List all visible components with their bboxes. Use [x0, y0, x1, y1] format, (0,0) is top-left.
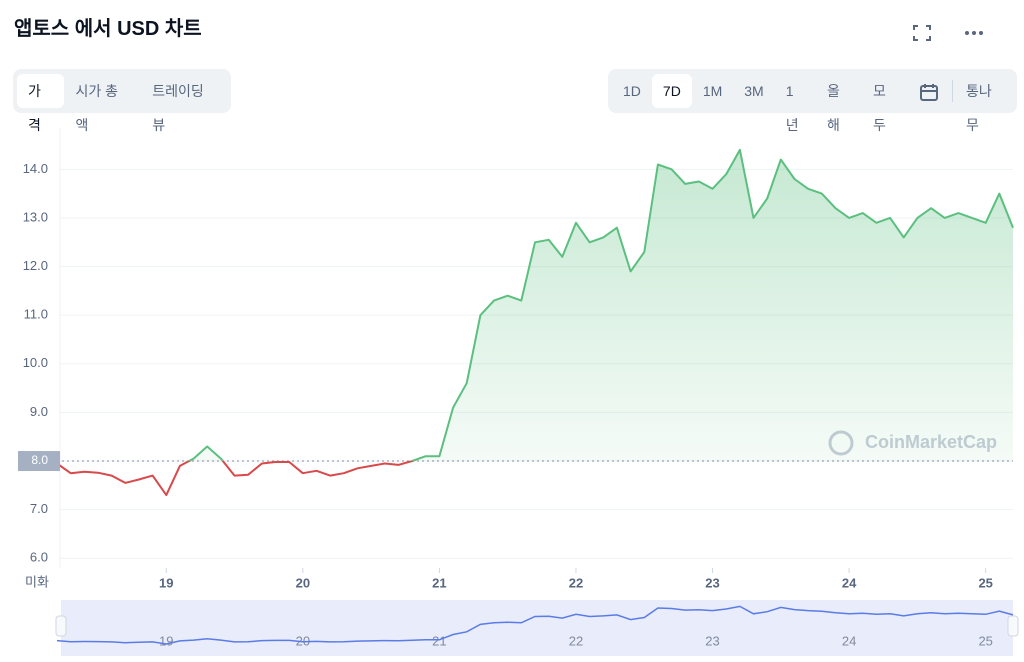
y-tick-label: 10.0 [23, 355, 48, 370]
navigator-tick-label: 19 [159, 633, 173, 648]
range-button[interactable]: 올해 [827, 83, 840, 133]
range-button[interactable]: 1년 [785, 83, 799, 133]
navigator-tick-label: 23 [705, 633, 719, 648]
x-tick-label: 22 [569, 575, 583, 590]
range-group: 1D 7D 1M 3M 1년 올해 모두 통나무 [608, 69, 1017, 133]
calendar-icon [920, 84, 939, 102]
chart-title: 앱토스 에서 USD 차트 [14, 18, 202, 40]
calendar-button[interactable] [908, 74, 950, 108]
tab-group: 가격 시가 총액 트레이딩뷰 [13, 69, 231, 133]
x-tick-label: 24 [842, 575, 857, 590]
x-tick-label: 20 [296, 575, 310, 590]
range-button[interactable]: 1D [623, 83, 641, 99]
more-icon[interactable] [965, 31, 983, 35]
tab-button[interactable]: 트레이딩뷰 [152, 83, 204, 133]
log-button[interactable]: 통나무 [966, 83, 992, 133]
navigator-handle[interactable] [55, 615, 67, 637]
navigator-tick-label: 25 [978, 633, 992, 648]
tab-button[interactable]: 시가 총액 [75, 83, 119, 133]
y-tick-label: 13.0 [23, 209, 48, 224]
navigator-tick-label: 21 [432, 633, 446, 648]
range-button[interactable]: 모두 [873, 83, 886, 133]
navigator-tick-label: 24 [842, 633, 856, 648]
navigator-tick-label: 20 [296, 633, 310, 648]
separator [952, 80, 953, 102]
header-icons [913, 25, 983, 41]
range-button[interactable]: 3M [744, 83, 764, 99]
tab-button[interactable]: 가격 [17, 74, 65, 133]
navigator-bg [61, 600, 1013, 656]
y-tick-label: 9.0 [30, 404, 48, 419]
baseline-label-bg [18, 451, 60, 472]
x-tick-label: 21 [432, 575, 446, 590]
range-button[interactable]: 7D [651, 74, 692, 108]
currency-label: 미화 [25, 574, 49, 589]
range-button[interactable]: 1M [702, 83, 723, 99]
price-line-up [186, 148, 1014, 462]
baseline-label: 8.0 [31, 453, 48, 467]
x-tick-label: 19 [159, 575, 173, 590]
y-tick-label: 6.0 [30, 550, 48, 565]
y-tick-label: 11.0 [24, 307, 48, 322]
y-tick-label: 7.0 [30, 501, 48, 516]
navigator-handle[interactable] [1007, 615, 1019, 637]
x-tick-label: 25 [978, 575, 992, 590]
y-tick-label: 12.0 [23, 258, 48, 273]
x-tick-label: 23 [705, 575, 719, 590]
fullscreen-icon[interactable] [913, 25, 931, 41]
navigator-tick-label: 22 [569, 633, 583, 648]
navigator-line [56, 605, 1014, 645]
price-area [189, 149, 1013, 462]
y-tick-label: 14.0 [23, 161, 48, 176]
